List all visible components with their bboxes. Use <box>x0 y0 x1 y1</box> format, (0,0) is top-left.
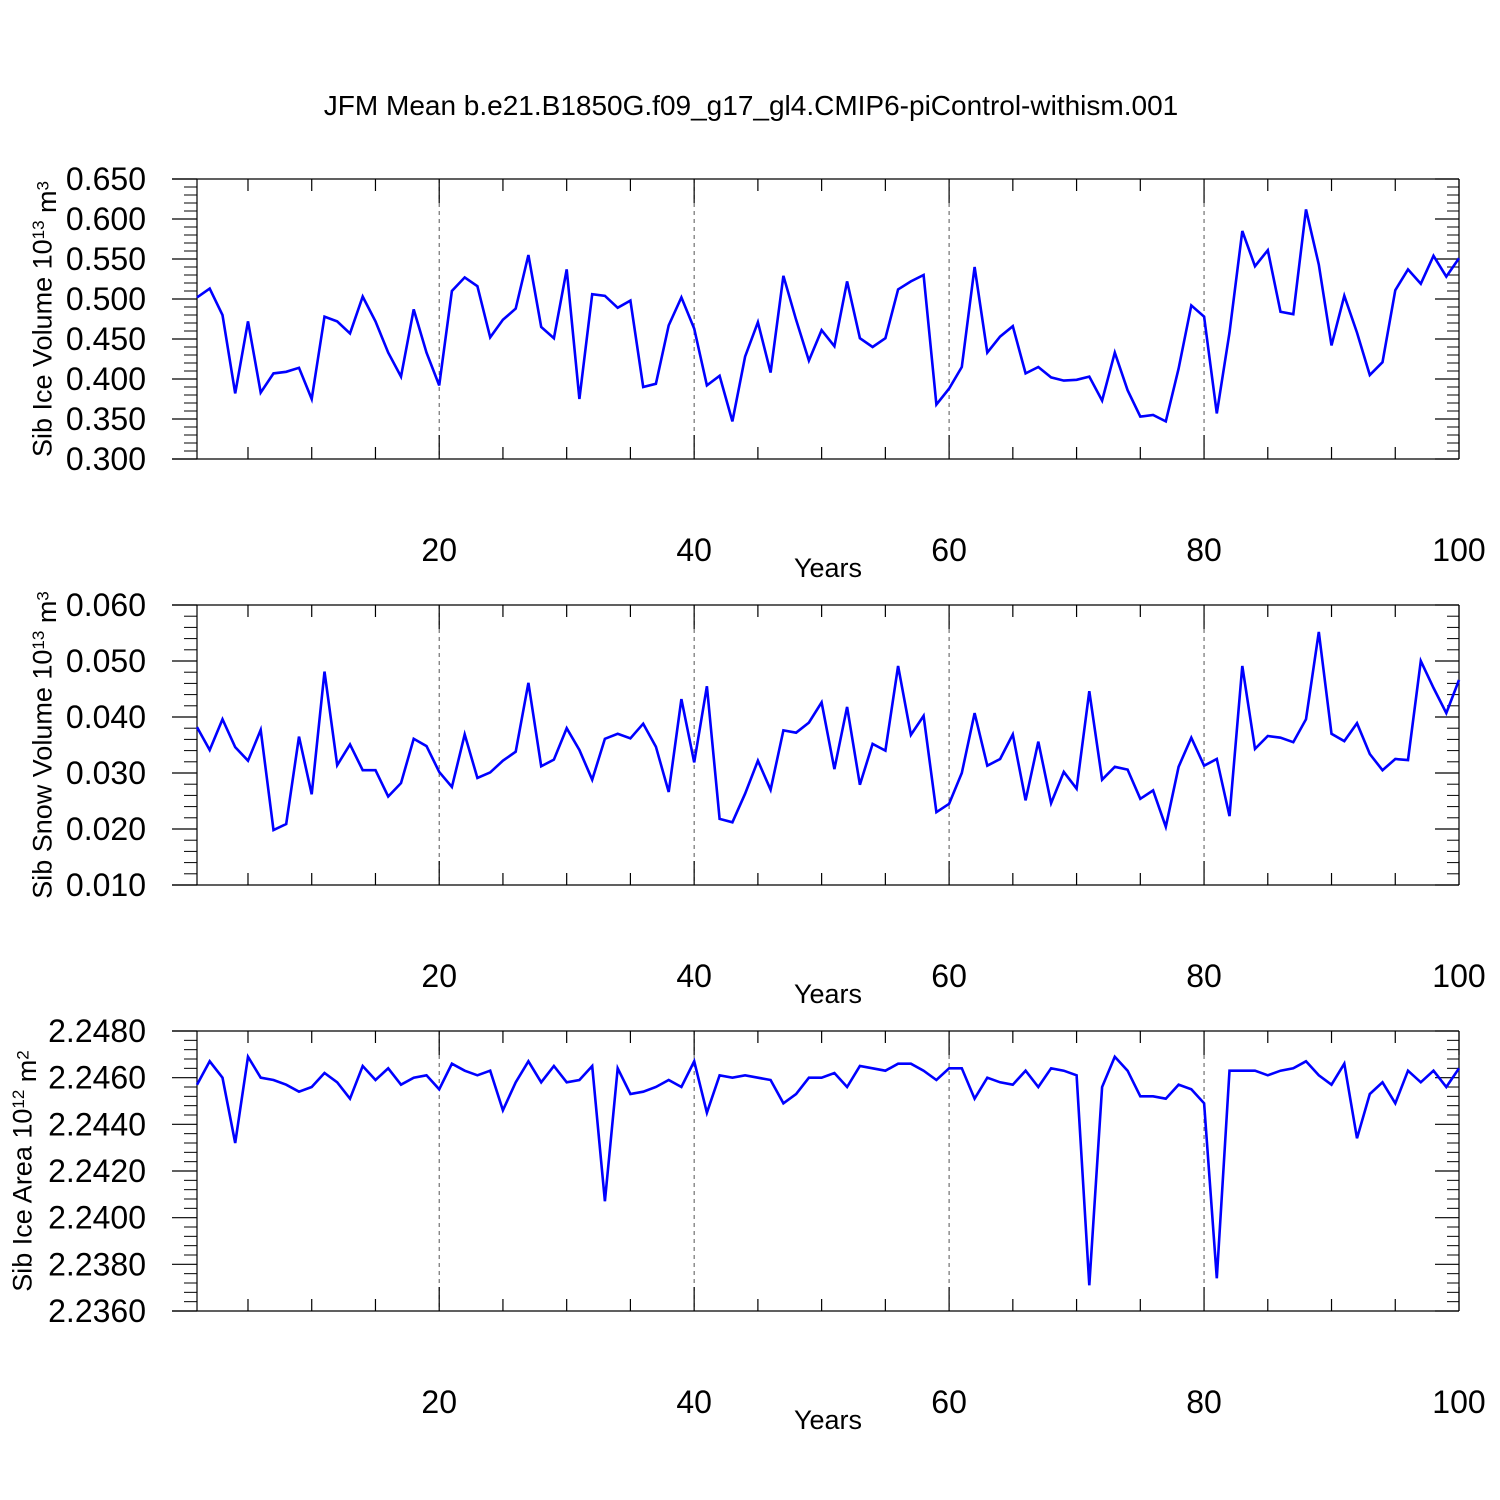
y-tick-label: 2.2400 <box>48 1200 146 1236</box>
x-tick-label: 60 <box>931 532 967 568</box>
x-axis-title: Years <box>794 553 862 583</box>
y-tick-label: 0.550 <box>66 241 146 277</box>
y-tick-label: 0.030 <box>66 755 146 791</box>
y-axis-title-part: Sib Ice Area 10 <box>7 1109 37 1292</box>
y-tick-label: 0.050 <box>66 643 146 679</box>
x-tick-label: 60 <box>931 1384 967 1420</box>
y-tick-label: 0.650 <box>66 161 146 197</box>
y-tick-label: 2.2440 <box>48 1106 146 1142</box>
y-axis-title-part: 2 <box>13 1050 32 1059</box>
y-tick-label: 0.300 <box>66 441 146 477</box>
y-axis-title-part: 3 <box>33 181 52 190</box>
panel-2: 0.010 0.020 0.030 0.040 0.050 0.060 20 40 60 80 10… <box>27 587 1485 1009</box>
x-tick-label: 20 <box>421 1384 457 1420</box>
y-axis-title-part: m <box>32 601 62 631</box>
y-tick-label: 0.060 <box>66 587 146 623</box>
x-axis-title: Years <box>794 1405 862 1435</box>
x-tick-label: 40 <box>676 958 712 994</box>
y-tick-label: 0.600 <box>66 201 146 237</box>
y-tick-label: 0.500 <box>66 281 146 317</box>
series-line <box>196 209 1461 424</box>
chart-title: JFM Mean b.e21.B1850G.f09_g17_gl4.CMIP6-… <box>324 90 1178 121</box>
panel-1: 0.300 0.350 0.400 0.450 0.500 0.550 0.600 0.650… <box>27 161 1485 583</box>
y-tick-label: 0.020 <box>66 811 146 847</box>
y-tick-label: 2.2360 <box>48 1293 146 1329</box>
series-line <box>195 1052 1461 1286</box>
x-tick-label: 40 <box>676 1384 712 1420</box>
x-axis-title: Years <box>794 979 862 1009</box>
y-axis-title-part: m <box>32 190 62 220</box>
y-tick-label: 0.010 <box>66 867 146 903</box>
x-tick-label: 20 <box>421 958 457 994</box>
x-tick-label: 100 <box>1432 532 1485 568</box>
x-tick-label: 20 <box>421 532 457 568</box>
panel-3: 2.2360 2.2380 2.2400 2.2420 2.2440 2.2460 2.24… <box>7 1013 1485 1435</box>
y-tick-label: 0.450 <box>66 321 146 357</box>
y-tick-label: 2.2380 <box>48 1246 146 1282</box>
y-tick-label: 0.350 <box>66 401 146 437</box>
x-tick-label: 40 <box>676 532 712 568</box>
y-axis-title: Sib Snow Volume 1013 m3 <box>27 591 62 899</box>
x-tick-label: 60 <box>931 958 967 994</box>
x-tick-label: 80 <box>1186 1384 1222 1420</box>
y-axis-title-part: 13 <box>29 631 48 650</box>
y-axis-title: Sib Ice Area 1012 m2 <box>7 1050 42 1292</box>
series-line <box>195 631 1461 833</box>
x-tick-label: 80 <box>1186 958 1222 994</box>
y-tick-label: 2.2420 <box>48 1153 146 1189</box>
y-tick-label: 2.2480 <box>48 1013 146 1049</box>
y-axis-title: Sib Ice Volume 1013 m3 <box>27 181 62 457</box>
x-tick-label: 100 <box>1432 958 1485 994</box>
y-tick-label: 0.040 <box>66 699 146 735</box>
y-tick-label: 2.2460 <box>48 1060 146 1096</box>
x-tick-label: 100 <box>1432 1384 1485 1420</box>
y-axis-title-part: 12 <box>9 1090 28 1109</box>
y-axis-title-part: 13 <box>29 220 48 239</box>
x-tick-label: 80 <box>1186 532 1222 568</box>
y-axis-title-part: Sib Snow Volume 10 <box>27 650 57 899</box>
y-axis-title-part: 3 <box>33 591 52 600</box>
y-axis-title-part: m <box>12 1060 42 1090</box>
y-axis-title-part: Sib Ice Volume 10 <box>27 239 57 457</box>
y-tick-label: 0.400 <box>66 361 146 397</box>
